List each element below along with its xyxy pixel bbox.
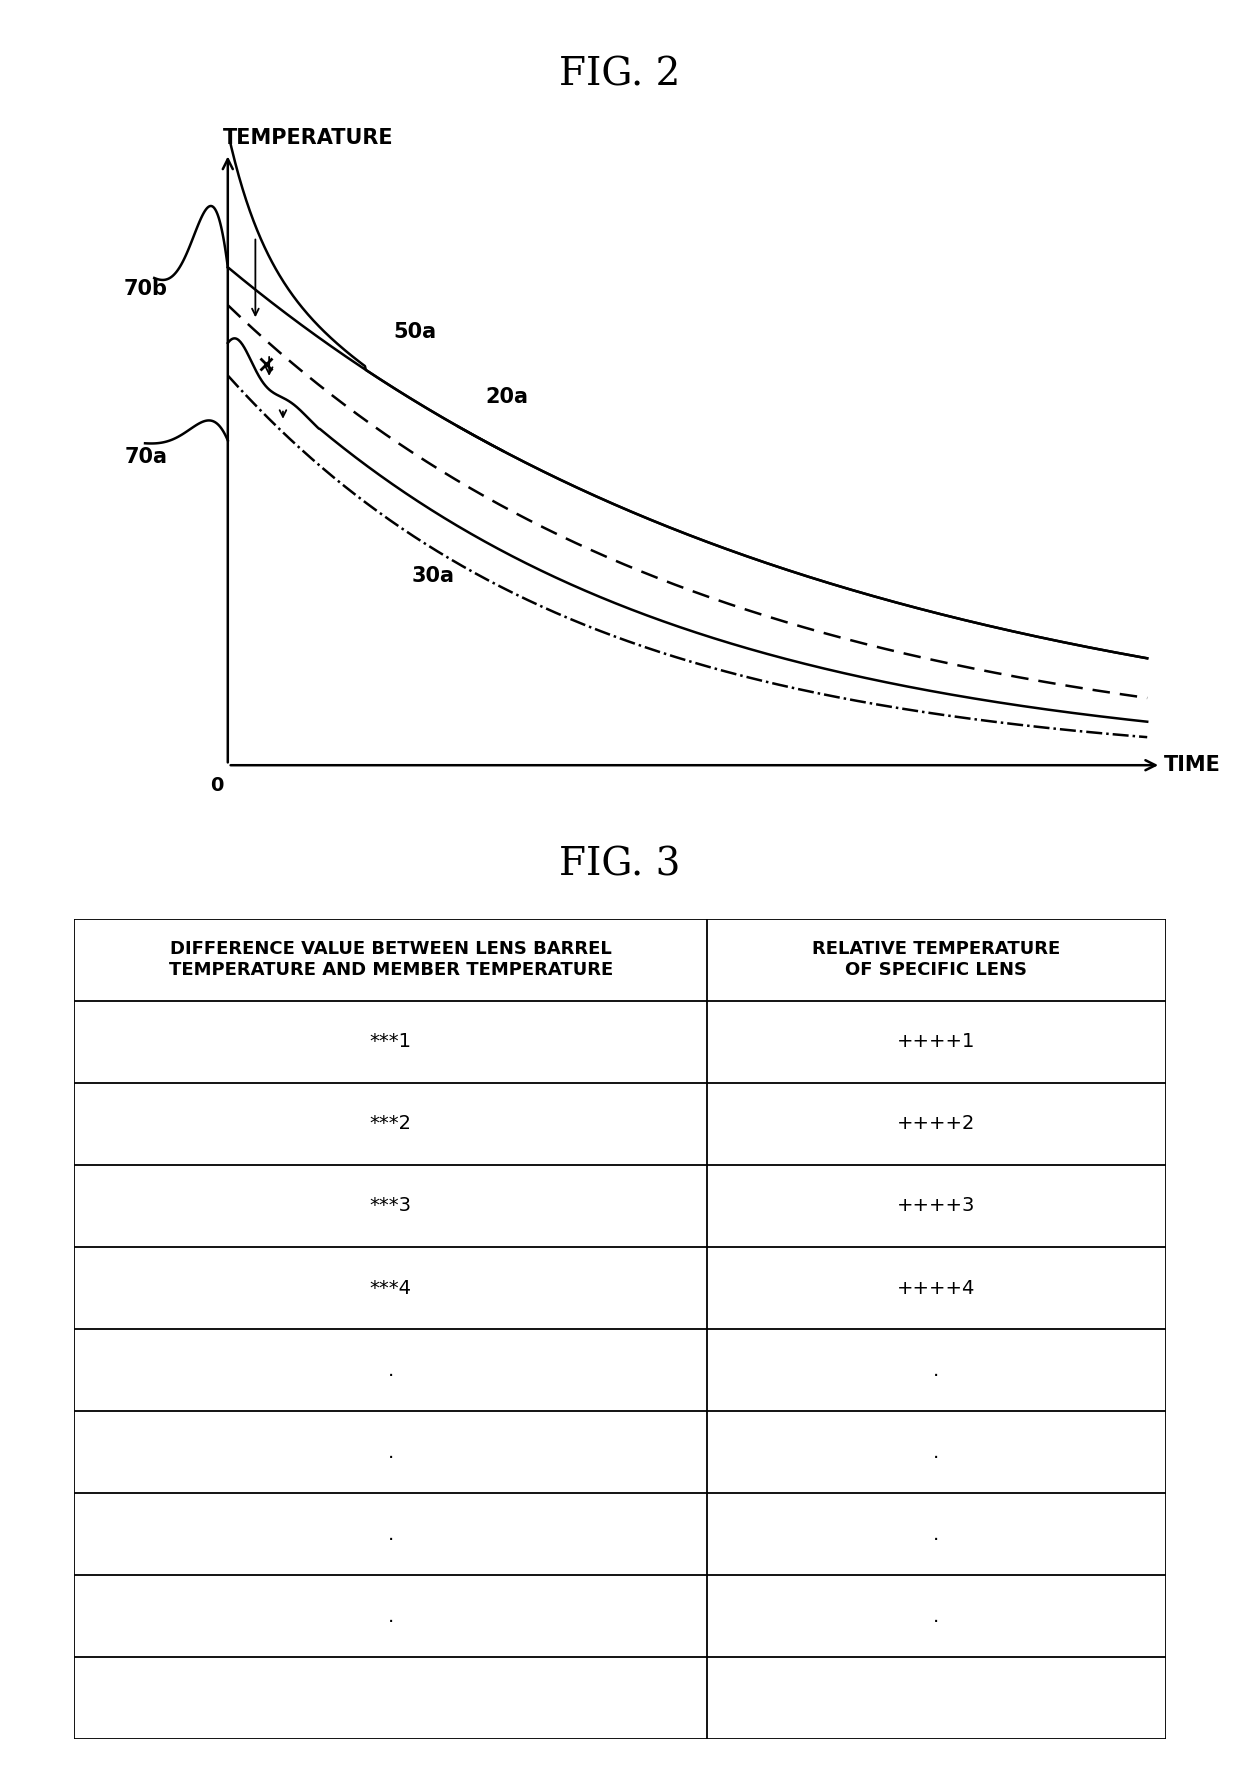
Text: 70a: 70a [125, 446, 169, 467]
Text: 20a: 20a [485, 387, 528, 407]
Text: FIG. 2: FIG. 2 [559, 57, 681, 93]
Text: .: . [934, 1361, 940, 1379]
Text: ++++3: ++++3 [898, 1197, 976, 1215]
Text: .: . [388, 1361, 394, 1379]
Text: ++++1: ++++1 [898, 1033, 976, 1051]
Text: .: . [388, 1607, 394, 1625]
Text: ++++4: ++++4 [898, 1279, 976, 1297]
Text: .: . [934, 1607, 940, 1625]
Text: ++++2: ++++2 [898, 1115, 976, 1133]
Text: 0: 0 [210, 776, 223, 796]
Text: ***4: ***4 [370, 1279, 412, 1297]
Text: .: . [388, 1443, 394, 1461]
Text: 70b: 70b [124, 278, 169, 300]
Text: TIME: TIME [1164, 755, 1220, 776]
Text: ***2: ***2 [370, 1115, 412, 1133]
Text: FIG. 3: FIG. 3 [559, 847, 681, 883]
Text: RELATIVE TEMPERATURE
OF SPECIFIC LENS: RELATIVE TEMPERATURE OF SPECIFIC LENS [812, 940, 1060, 979]
Text: ***1: ***1 [370, 1033, 412, 1051]
Text: ***3: ***3 [370, 1197, 412, 1215]
Text: TEMPERATURE: TEMPERATURE [223, 128, 394, 148]
Text: DIFFERENCE VALUE BETWEEN LENS BARREL
TEMPERATURE AND MEMBER TEMPERATURE: DIFFERENCE VALUE BETWEEN LENS BARREL TEM… [169, 940, 613, 979]
Text: 30a: 30a [412, 566, 455, 585]
Text: 50a: 50a [393, 323, 436, 343]
Text: .: . [934, 1525, 940, 1543]
Text: .: . [388, 1525, 394, 1543]
Text: .: . [934, 1443, 940, 1461]
